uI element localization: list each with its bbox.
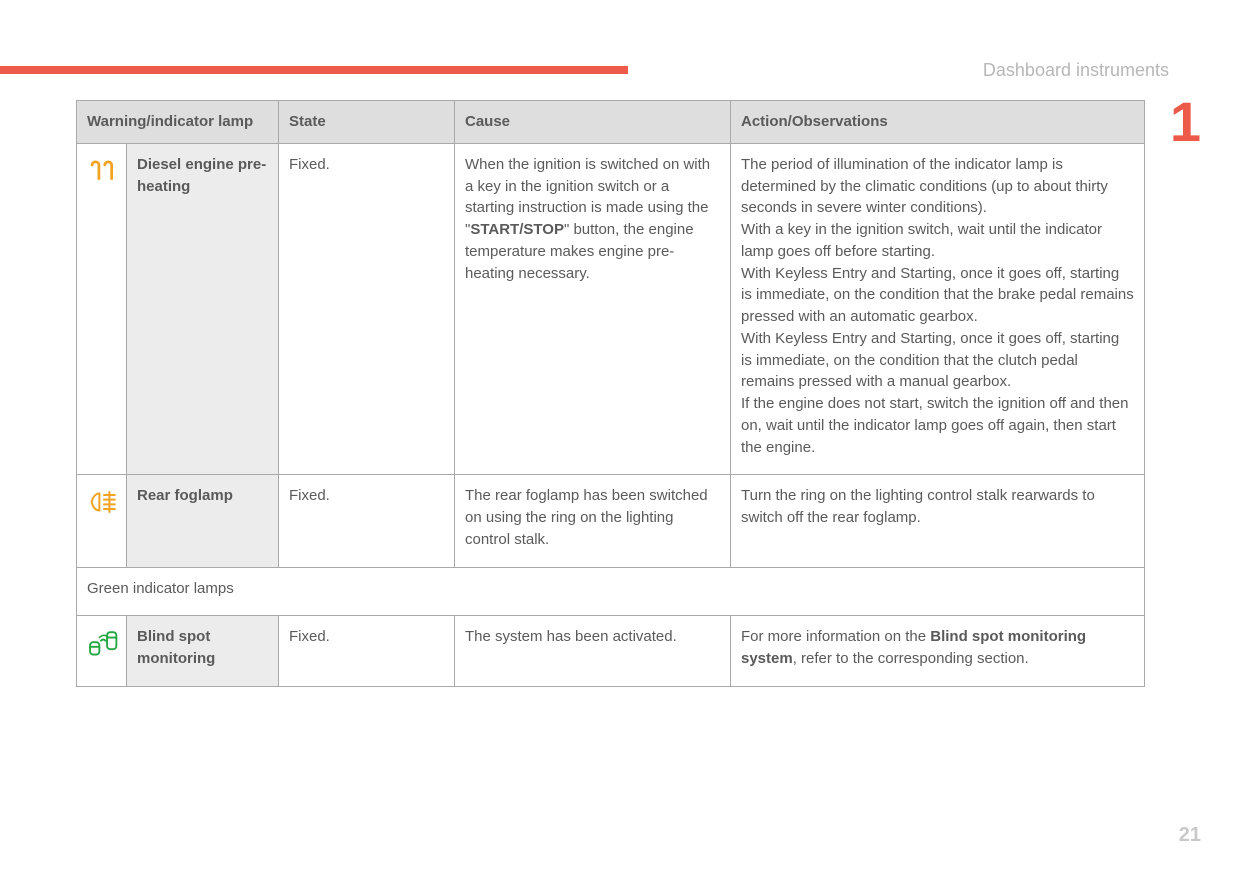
lamp-cause: The system has been activated. [455,616,731,687]
chapter-number: 1 [1170,94,1201,150]
table-row: Rear foglamp Fixed. The rear foglamp has… [77,475,1145,567]
lamp-state: Fixed. [279,616,455,687]
indicator-table-wrap: Warning/indicator lamp State Cause Actio… [76,100,1144,687]
lamp-icon-cell [77,616,127,687]
section-label: Green indicator lamps [77,567,1145,616]
lamp-action: The period of illumination of the indica… [731,143,1145,475]
lamp-icon-cell [77,143,127,475]
lamp-action: Turn the ring on the lighting control st… [731,475,1145,567]
lamp-state: Fixed. [279,143,455,475]
indicator-table: Warning/indicator lamp State Cause Actio… [76,100,1145,687]
section-row: Green indicator lamps [77,567,1145,616]
lamp-name: Blind spot monitoring [127,616,279,687]
page: Dashboard instruments 1 21 Warning/indic… [0,0,1241,875]
page-number: 21 [1179,824,1201,847]
lamp-icon-cell [77,475,127,567]
lamp-name: Rear foglamp [127,475,279,567]
col-state: State [279,101,455,144]
section-title: Dashboard instruments [983,60,1169,81]
preheat-icon [87,156,121,186]
table-header-row: Warning/indicator lamp State Cause Actio… [77,101,1145,144]
top-accent-bar [0,66,628,74]
col-cause: Cause [455,101,731,144]
table-row: Blind spot monitoring Fixed. The system … [77,616,1145,687]
lamp-name: Diesel engine pre-heating [127,143,279,475]
col-action: Action/Observations [731,101,1145,144]
lamp-cause: When the ignition is switched on with a … [455,143,731,475]
rear-foglamp-icon [87,487,121,517]
lamp-state: Fixed. [279,475,455,567]
table-row: Diesel engine pre-heating Fixed. When th… [77,143,1145,475]
col-lamp: Warning/indicator lamp [77,101,279,144]
lamp-cause: The rear foglamp has been switched on us… [455,475,731,567]
blind-spot-icon [87,628,121,658]
lamp-action: For more information on the Blind spot m… [731,616,1145,687]
